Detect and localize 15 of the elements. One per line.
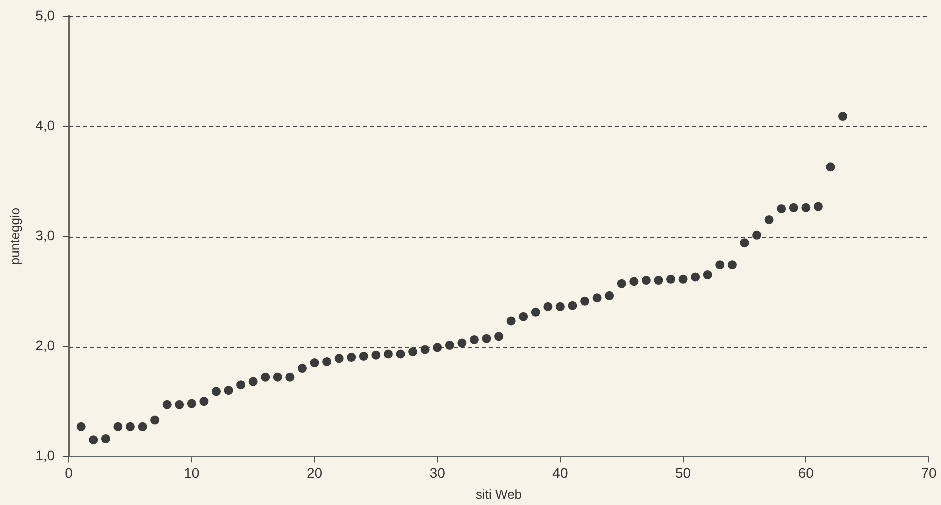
y-tick-label: 2,0 [36,337,56,354]
y-tick-label: 5,0 [36,7,56,24]
x-tick-label: 50 [676,464,692,481]
x-tick-label: 10 [184,464,200,481]
y-tick-label: 1,0 [36,447,56,464]
x-tick-label: 20 [306,464,323,481]
y-axis-title: punteggio [7,208,22,266]
x-tick-label: 40 [552,464,568,481]
y-tick-label: 3,0 [36,227,56,244]
x-tick-label: 30 [430,464,446,481]
x-tick-label: 0 [65,464,74,481]
x-tick-label: 70 [921,464,937,481]
x-tick-label: 60 [798,464,814,481]
x-axis-title: siti Web [476,486,522,502]
y-tick-label: 4,0 [36,117,56,134]
